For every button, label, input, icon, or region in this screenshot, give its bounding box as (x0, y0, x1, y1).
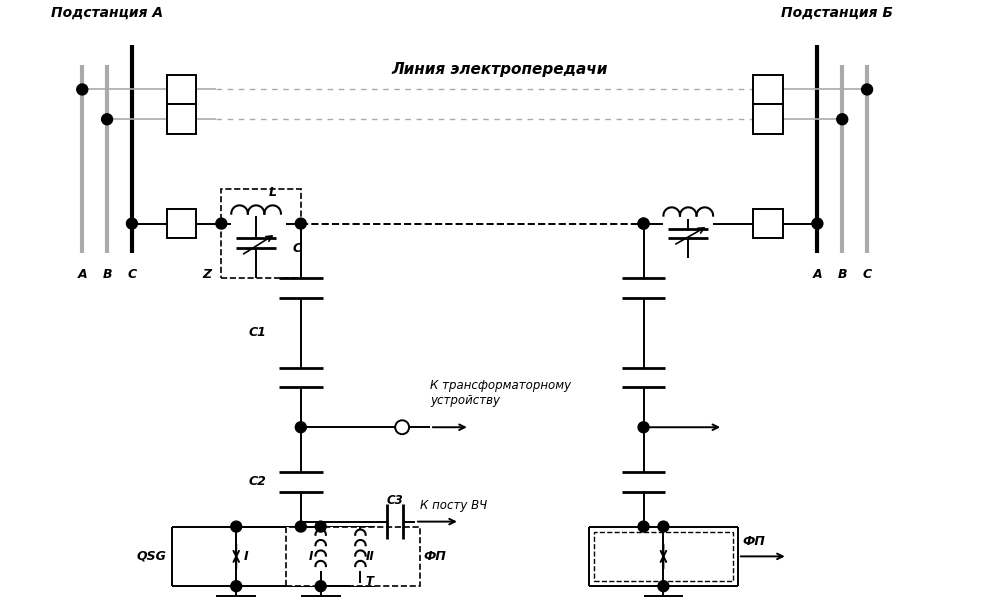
Text: Подстанция Б: Подстанция Б (781, 6, 893, 20)
Text: ФП: ФП (743, 535, 766, 548)
Circle shape (316, 521, 326, 532)
Circle shape (861, 84, 872, 95)
Circle shape (77, 84, 88, 95)
Circle shape (216, 218, 227, 229)
Text: Подстанция А: Подстанция А (51, 6, 163, 20)
Circle shape (638, 218, 649, 229)
Circle shape (296, 218, 307, 229)
Circle shape (638, 521, 649, 532)
Text: I: I (244, 550, 249, 563)
Circle shape (296, 422, 307, 432)
Text: Линия электропередачи: Линия электропередачи (392, 62, 607, 77)
Text: C: C (127, 268, 137, 281)
Text: К трансформаторному
устройству: К трансформаторному устройству (430, 379, 571, 407)
Text: К посту ВЧ: К посту ВЧ (420, 499, 488, 512)
Circle shape (658, 580, 669, 592)
Bar (222, 189, 301, 278)
Text: II: II (366, 550, 375, 563)
Circle shape (638, 422, 649, 432)
Text: L: L (269, 186, 277, 199)
Text: С: С (293, 242, 302, 255)
Circle shape (837, 114, 848, 125)
Text: B: B (837, 268, 847, 281)
Text: ФП: ФП (423, 550, 446, 563)
Text: T: T (366, 575, 374, 588)
Circle shape (296, 521, 307, 532)
Circle shape (127, 218, 138, 229)
Circle shape (316, 580, 326, 592)
Text: A: A (812, 268, 822, 281)
Bar (286, 527, 420, 586)
Bar (753, 74, 782, 104)
Circle shape (231, 580, 242, 592)
Bar (167, 74, 197, 104)
Text: С1: С1 (248, 326, 266, 339)
Circle shape (231, 521, 242, 532)
Text: С3: С3 (387, 493, 404, 507)
Circle shape (658, 521, 669, 532)
Text: QSG: QSG (137, 550, 167, 563)
Bar (753, 208, 782, 239)
Text: I: I (309, 550, 313, 563)
Text: Z: Z (202, 268, 211, 281)
Bar (753, 104, 782, 134)
Bar (167, 104, 197, 134)
Text: С2: С2 (248, 475, 266, 489)
Circle shape (812, 218, 823, 229)
Bar (167, 208, 197, 239)
Circle shape (638, 218, 649, 229)
Circle shape (102, 114, 113, 125)
Text: C: C (862, 268, 872, 281)
Bar (593, 532, 733, 581)
Text: A: A (78, 268, 87, 281)
Text: B: B (102, 268, 112, 281)
